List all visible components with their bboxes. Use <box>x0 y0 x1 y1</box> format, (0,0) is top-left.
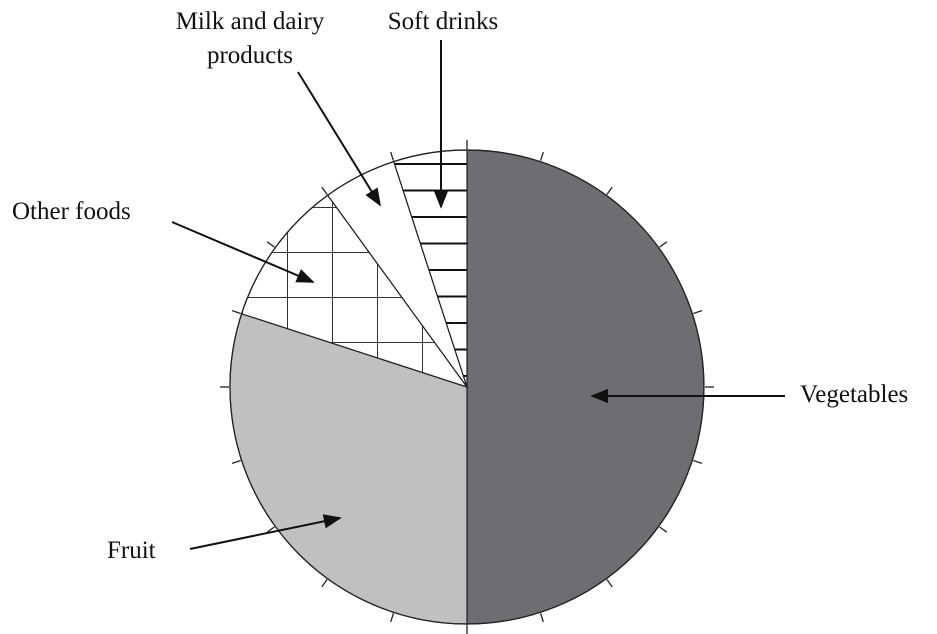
rim-tick <box>231 459 241 464</box>
slice-label: Milk and dairy products <box>175 8 325 69</box>
rim-tick <box>321 579 328 588</box>
rim-tick <box>659 241 668 248</box>
label-arrow <box>171 221 315 283</box>
rim-tick <box>390 613 395 623</box>
rim-tick <box>606 186 613 195</box>
slice-label: Other foods <box>12 198 131 225</box>
rim-tick <box>693 310 703 315</box>
label-arrow <box>189 514 342 550</box>
pie-slice <box>466 149 705 625</box>
rim-tick <box>539 613 544 623</box>
slice-label: Vegetables <box>800 381 909 408</box>
pie-outline <box>229 149 705 625</box>
rim-tick <box>659 526 668 533</box>
rim-tick <box>606 579 613 588</box>
slice-label: Soft drinks <box>387 8 499 35</box>
rim-tick <box>539 151 544 161</box>
slice-label: Fruit <box>107 537 156 564</box>
rim-tick <box>266 526 275 533</box>
rim-tick <box>390 151 395 161</box>
rim-tick <box>266 241 275 248</box>
rim-tick <box>693 459 703 464</box>
rim-tick <box>321 186 328 195</box>
rim-tick <box>231 310 241 315</box>
label-arrow <box>297 71 381 207</box>
